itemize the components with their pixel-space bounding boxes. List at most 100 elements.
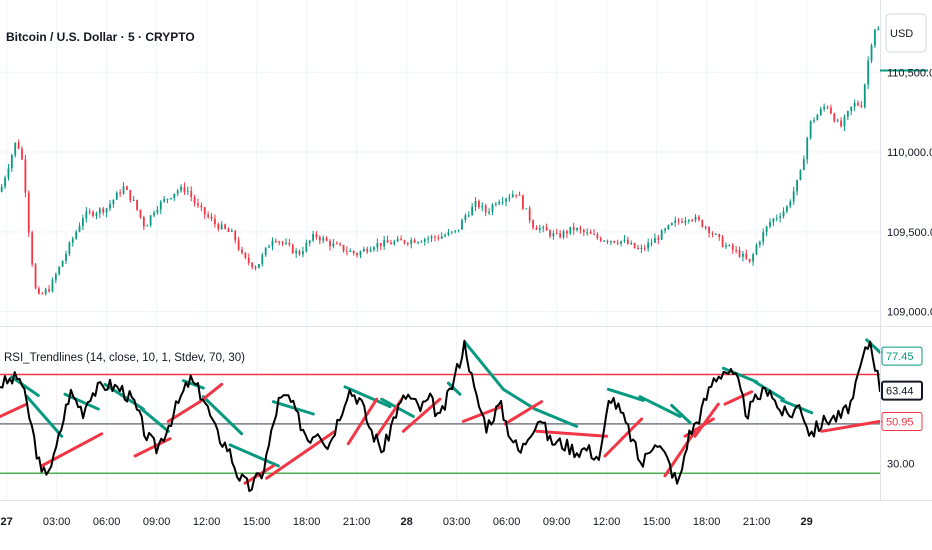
candle-body xyxy=(593,233,595,235)
candle-body xyxy=(288,242,291,245)
candle-body xyxy=(630,242,633,244)
candle-body xyxy=(647,242,650,249)
price-tick-label[interactable]: 109,500.00 xyxy=(887,227,932,239)
candle-body xyxy=(867,60,870,85)
candle-body xyxy=(471,206,474,216)
candle-body xyxy=(10,155,13,169)
candle-body xyxy=(281,241,284,244)
candle-body xyxy=(752,254,754,262)
rsi-down-trendline xyxy=(501,387,537,411)
price-axis[interactable]: 110,500.00 110,000.00 109,500.00 109,000.00 xyxy=(887,67,932,318)
candle-body xyxy=(461,220,463,230)
time-tick-label[interactable]: 21:00 xyxy=(343,516,371,528)
rsi-badge-box xyxy=(881,380,923,401)
time-tick-label[interactable]: 12:00 xyxy=(593,516,621,528)
candle-body xyxy=(813,120,815,122)
candle-body xyxy=(224,224,226,229)
time-tick-label[interactable]: 06:00 xyxy=(493,516,521,528)
time-tick-label[interactable]: 18:00 xyxy=(293,516,321,528)
currency-button-box[interactable] xyxy=(885,13,927,53)
time-tick-label[interactable]: 09:00 xyxy=(543,516,571,528)
price-tick-label[interactable]: 110,500.00 xyxy=(887,67,932,79)
candle-body xyxy=(51,279,54,292)
time-tick-label[interactable]: 21:00 xyxy=(743,516,771,528)
candle-body xyxy=(657,238,660,240)
rsi-down-trendline xyxy=(606,387,645,402)
time-tick-label[interactable]: 27 xyxy=(1,516,13,528)
candle-body xyxy=(214,218,216,225)
candle-body xyxy=(769,222,771,227)
candle-body xyxy=(376,242,379,248)
candle-body xyxy=(518,194,521,196)
rsi-up-trendline xyxy=(265,429,337,480)
candle-body xyxy=(498,202,501,204)
time-tick-label[interactable]: 29 xyxy=(801,516,813,528)
candle-body xyxy=(522,195,524,209)
time-tick-label[interactable]: 15:00 xyxy=(643,516,671,528)
candle-body xyxy=(105,208,108,213)
candle-body xyxy=(772,218,775,223)
price-tick-label[interactable]: 110,000.00 xyxy=(887,147,932,159)
candle-body xyxy=(454,230,457,232)
candle-body xyxy=(308,240,311,243)
price-tick-label[interactable]: 109,000.00 xyxy=(887,307,932,319)
candle-body xyxy=(17,142,20,149)
candle-body xyxy=(870,45,873,61)
candle-body xyxy=(85,211,88,219)
time-tick-label[interactable]: 03:00 xyxy=(43,516,71,528)
time-tick-label[interactable]: 18:00 xyxy=(693,516,721,528)
candle-body xyxy=(826,106,829,108)
candle-body xyxy=(576,228,578,231)
currency-button[interactable]: USD xyxy=(885,13,927,53)
candle-body xyxy=(41,293,44,295)
candle-body xyxy=(799,170,802,180)
candle-body xyxy=(650,242,653,244)
candle-body xyxy=(342,245,345,251)
time-tick-label[interactable]: 06:00 xyxy=(93,516,121,528)
candle-body xyxy=(302,251,304,255)
candle-body xyxy=(315,233,318,238)
candle-body xyxy=(637,248,639,250)
candle-body xyxy=(819,109,822,115)
rsi-up-trendline xyxy=(0,402,29,418)
rsi-down-trendline xyxy=(721,366,759,384)
rsi-indicator-title[interactable]: RSI_Trendlines (14, close, 10, 1, Stdev,… xyxy=(4,352,245,364)
candle-body xyxy=(163,199,166,202)
time-tick-label[interactable]: 09:00 xyxy=(143,516,171,528)
time-tick-label[interactable]: 12:00 xyxy=(193,516,221,528)
candle-body xyxy=(359,251,362,256)
candle-body xyxy=(437,237,440,239)
candle-body xyxy=(833,113,836,122)
rsi-down-trendline xyxy=(865,338,882,354)
candle-body xyxy=(528,208,531,221)
currency-label: USD xyxy=(890,28,913,40)
candle-body xyxy=(285,242,287,244)
rsi-line xyxy=(0,339,881,493)
candle-body xyxy=(494,203,497,205)
candle-body xyxy=(792,191,795,202)
candle-body xyxy=(478,200,480,208)
candle-body xyxy=(603,240,606,242)
time-tick-label[interactable]: 15:00 xyxy=(243,516,271,528)
candle-body xyxy=(274,240,277,242)
candle-body xyxy=(356,253,358,256)
candle-body xyxy=(616,242,619,244)
time-tick-label[interactable]: 28 xyxy=(401,516,413,528)
rsi-down-trendline xyxy=(201,395,244,436)
candle-body xyxy=(383,240,386,247)
candle-body xyxy=(264,247,267,255)
candle-body xyxy=(738,250,741,257)
candle-body xyxy=(809,120,812,139)
time-tick-label[interactable]: 03:00 xyxy=(443,516,471,528)
candle-body xyxy=(718,234,721,237)
time-axis[interactable]: 27 03:00 06:00 09:00 12:00 15:00 18:00 21:00 28 0… xyxy=(1,516,813,528)
candle-body xyxy=(481,205,484,208)
candle-body xyxy=(447,232,450,236)
candle-body xyxy=(802,159,805,171)
candle-body xyxy=(403,240,406,243)
candle-body xyxy=(681,221,683,223)
candle-body xyxy=(0,186,3,192)
candle-body xyxy=(373,247,375,250)
